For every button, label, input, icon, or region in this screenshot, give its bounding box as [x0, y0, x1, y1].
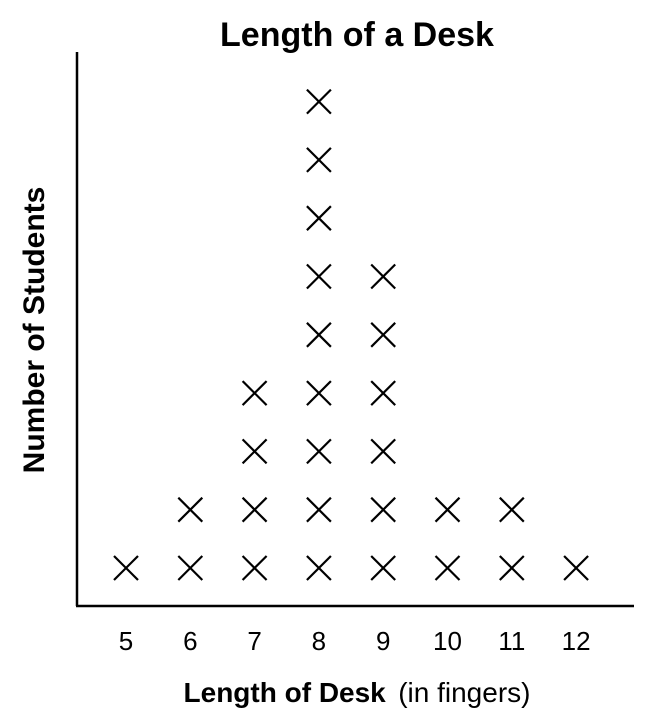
x-tick-label: 5	[119, 626, 133, 656]
x-tick-label: 12	[562, 626, 591, 656]
x-mark	[241, 438, 268, 465]
x-mark	[370, 263, 396, 290]
x-tick-label: 9	[376, 626, 390, 656]
chart-title: Length of a Desk	[220, 16, 494, 54]
x-axis-unit: (in fingers)	[398, 677, 530, 708]
x-mark	[370, 555, 396, 581]
x-mark	[241, 496, 268, 523]
x-mark	[370, 438, 396, 465]
x-mark	[306, 380, 332, 406]
y-axis-label: Number of Students	[18, 187, 51, 474]
x-tick-label: 8	[312, 626, 326, 656]
x-mark	[563, 555, 589, 581]
x-mark	[241, 380, 268, 406]
x-axis-label-group: Length of Desk (in fingers)	[184, 677, 531, 708]
x-mark	[306, 205, 332, 231]
x-tick-label: 11	[498, 626, 525, 656]
x-tick-label: 10	[433, 626, 462, 656]
x-mark	[306, 555, 332, 581]
x-mark	[499, 555, 525, 581]
x-tick-label: 7	[247, 626, 261, 656]
x-mark	[306, 438, 332, 465]
dot-marks	[113, 88, 589, 581]
x-mark	[306, 147, 332, 173]
x-mark	[306, 322, 332, 348]
x-mark	[177, 496, 204, 523]
x-mark	[306, 88, 332, 115]
x-mark	[434, 555, 461, 581]
x-tick-label: 6	[183, 626, 197, 656]
x-mark	[499, 496, 525, 523]
x-mark	[177, 555, 204, 581]
x-mark	[370, 496, 396, 523]
x-mark	[370, 380, 396, 406]
x-mark	[434, 496, 461, 523]
x-axis-label: Length of Desk	[184, 677, 387, 708]
x-mark	[306, 263, 332, 290]
x-tick-labels: 5 6 7 8 9 10 11 12	[119, 626, 591, 656]
x-mark	[306, 496, 332, 523]
x-mark	[370, 322, 396, 348]
x-mark	[241, 555, 268, 581]
x-mark	[113, 555, 139, 581]
